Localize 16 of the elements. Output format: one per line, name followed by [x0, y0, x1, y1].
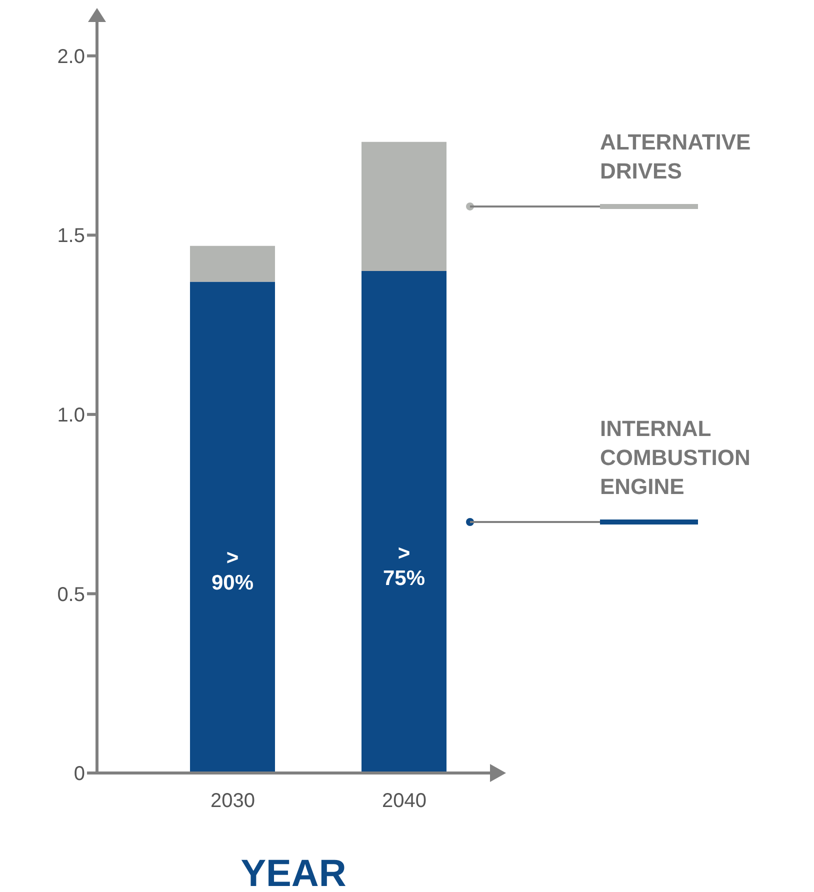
bar — [362, 271, 446, 773]
text: ALTERNATIVE DRIVES — [600, 129, 751, 184]
y-tick-label: 2.0 — [57, 46, 85, 68]
y-tick-label: 1.5 — [57, 225, 85, 248]
text: INTERNAL COMBUSTION ENGINE — [600, 416, 750, 499]
x-tick-label: 2040 — [382, 790, 426, 812]
bar — [362, 142, 446, 271]
y-tick-label: 0 — [74, 763, 85, 786]
bar — [190, 282, 275, 773]
y-tick-label: 1.0 — [57, 404, 85, 427]
x-axis-title: YEAR — [240, 853, 346, 892]
data-label: > 75% — [382, 542, 426, 590]
data-label: > 90% — [211, 546, 254, 595]
x-tick-label: 2030 — [210, 790, 255, 812]
bar — [190, 246, 275, 282]
y-tick-label: 0.5 — [57, 584, 85, 606]
